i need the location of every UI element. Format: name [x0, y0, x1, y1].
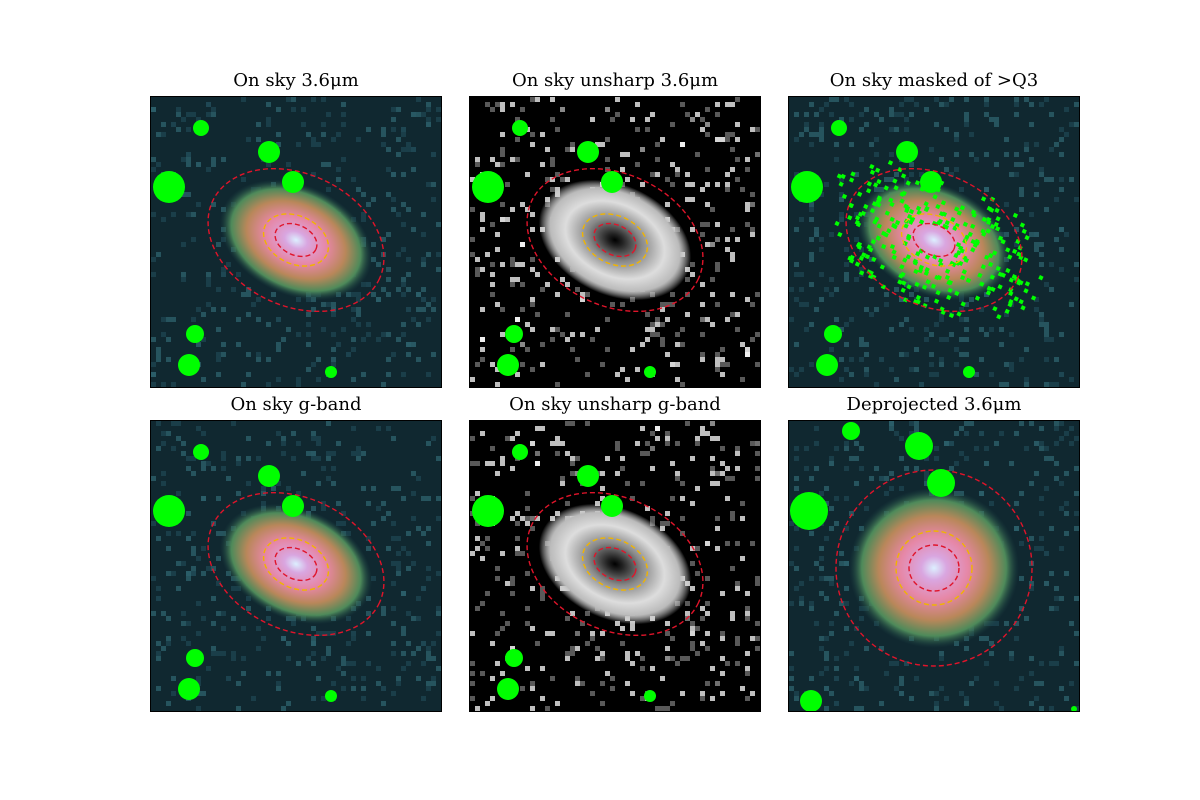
- panel-title-4: On sky g-band: [230, 394, 362, 415]
- galaxy-image: [470, 421, 760, 711]
- panel-title-5: On sky unsharp g-band: [509, 394, 721, 415]
- galaxy-image: [151, 421, 441, 711]
- galaxy-image: [151, 97, 441, 387]
- panel-title-6: Deprojected 3.6μm: [846, 394, 1022, 415]
- panel-title-2: On sky unsharp 3.6μm: [511, 70, 719, 91]
- galaxy-image: [789, 97, 1079, 387]
- panel-onsky-36um: [150, 96, 442, 388]
- galaxy-image: [789, 421, 1079, 711]
- panel-unsharp-gband: [469, 420, 761, 712]
- panel-unsharp-36um: [469, 96, 761, 388]
- panel-deprojected-36um: [788, 420, 1080, 712]
- panel-title-1: On sky 3.6μm: [233, 70, 359, 91]
- galaxy-image: [470, 97, 760, 387]
- panel-masked-q3: [788, 96, 1080, 388]
- panel-onsky-gband: [150, 420, 442, 712]
- panel-title-3: On sky masked of >Q3: [829, 70, 1039, 91]
